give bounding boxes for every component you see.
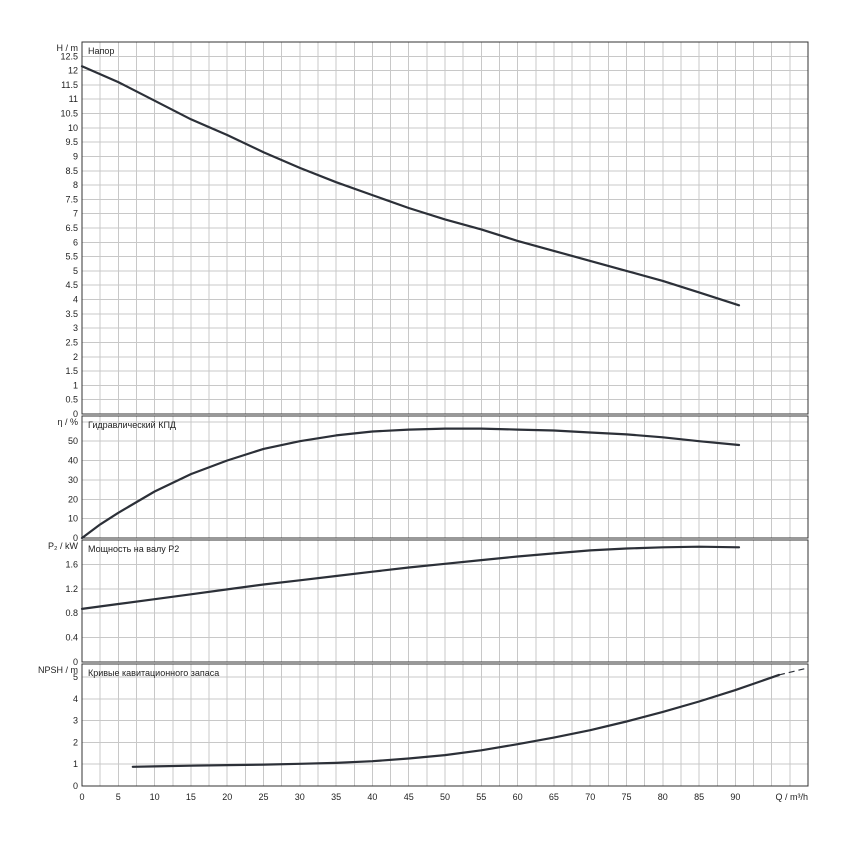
y-tick-label: 0 [73,781,78,791]
series-line-2-1 [80,427,741,540]
y-tick-label: 1.2 [65,584,78,594]
series-line-3-1 [80,545,741,611]
x-tick-label: 45 [404,792,414,802]
x-tick-label: 70 [585,792,595,802]
y-tick-label: 5 [73,672,78,682]
series-line-4-2 [778,667,809,676]
panel-3: 0 0.4 0.8 1.2 1.6 P₂ / kW Мощность на валу P2 [48,539,809,667]
panel-2: 0 10 20 30 40 50 η / % Гидравлический КПД [57,415,809,543]
x-tick-label: 85 [694,792,704,802]
y-tick-label: 0 [73,533,78,543]
panel-title: Напор [88,46,114,56]
y-tick-label: 12 [68,66,78,76]
y-axis-label: H / m [57,43,79,53]
y-tick-label: 8 [73,180,78,190]
x-tick-label: 0 [79,792,84,802]
panel-frame [81,41,809,415]
y-tick-label: 11.5 [61,80,78,90]
y-tick-label: 2 [73,352,78,362]
panel-title: Гидравлический КПД [88,420,176,430]
y-tick-label: 5.5 [65,252,78,262]
y-tick-label: 3 [73,716,78,726]
y-tick-label: 0 [73,409,78,419]
y-tick-label: 9.5 [65,137,78,147]
y-tick-label: 1.6 [65,559,78,569]
x-tick-label: 90 [730,792,740,802]
y-axis-label: P₂ / kW [48,541,78,551]
y-tick-label: 50 [68,436,78,446]
y-tick-label: 4.5 [65,280,78,290]
x-tick-label: 75 [621,792,631,802]
y-tick-label: 7.5 [65,194,78,204]
y-tick-label: 3 [73,323,78,333]
series-line-1-1 [80,65,741,307]
y-tick-label: 2.5 [65,337,78,347]
panel-1: 00.511.522.533.544.555.566.577.588.599.5… [57,41,809,419]
panel-title: Мощность на валу P2 [88,544,179,554]
y-tick-label: 8.5 [65,166,78,176]
y-tick-label: 10 [68,514,78,524]
y-tick-label: 20 [68,494,78,504]
x-tick-label: 55 [476,792,486,802]
y-tick-label: 4 [73,694,78,704]
series-line-4-1 [131,673,781,768]
x-axis-label: Q / m³/h [775,792,808,802]
x-tick-label: 15 [186,792,196,802]
y-tick-label: 0.8 [65,608,78,618]
y-tick-label: 10.5 [60,109,78,119]
y-tick-label: 10 [68,123,78,133]
x-tick-label: 20 [222,792,232,802]
y-tick-label: 0.5 [65,395,78,405]
y-tick-label: 6 [73,237,78,247]
y-tick-label: 5 [73,266,78,276]
x-tick-label: 30 [295,792,305,802]
x-tick-label: 35 [331,792,341,802]
y-tick-label: 3.5 [65,309,78,319]
y-tick-label: 2 [73,737,78,747]
panel-title: Кривые кавитационного запаса [88,668,219,678]
y-tick-label: 30 [68,475,78,485]
y-tick-label: 9 [73,151,78,161]
y-tick-label: 11 [69,94,78,104]
panel-frame [81,539,809,663]
y-tick-label: 4 [73,295,78,305]
panel-frame [81,663,809,787]
y-tick-label: 40 [68,456,78,466]
y-tick-label: 12.5 [60,51,78,61]
y-tick-label: 7 [73,209,78,219]
y-axis-label: NPSH / m [38,665,78,675]
x-tick-label: 5 [116,792,121,802]
y-tick-label: 1.5 [65,366,78,376]
panel-frame [81,415,809,539]
y-tick-label: 0 [73,657,78,667]
x-tick-label: 10 [150,792,160,802]
x-tick-label: 80 [658,792,668,802]
y-tick-label: 0.4 [65,633,78,643]
x-tick-label: 40 [367,792,377,802]
x-tick-label: 50 [440,792,450,802]
y-tick-label: 6.5 [65,223,78,233]
y-axis-label: η / % [57,417,78,427]
x-tick-label: 60 [513,792,523,802]
y-tick-label: 1 [73,759,78,769]
x-tick-label: 65 [549,792,559,802]
y-tick-label: 1 [73,380,78,390]
x-tick-label: 25 [258,792,268,802]
